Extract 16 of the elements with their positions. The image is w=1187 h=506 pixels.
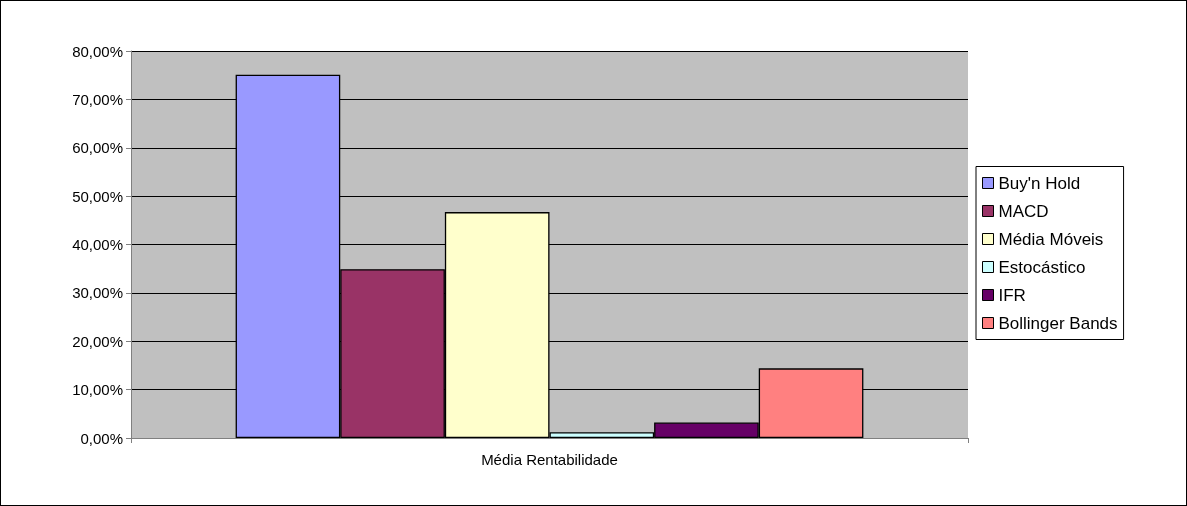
- y-tick-label: 50,00%: [72, 187, 123, 205]
- x-tick-label: Média Rentabilidade: [481, 451, 618, 468]
- legend-label: Média Móveis: [998, 229, 1104, 249]
- legend-label: IFR: [998, 285, 1026, 305]
- y-tick-label: 0,00%: [80, 429, 123, 447]
- y-tick-label: 70,00%: [72, 90, 123, 108]
- y-tick-label: 10,00%: [72, 381, 123, 399]
- y-tick-label: 30,00%: [72, 284, 123, 302]
- legend-label: MACD: [998, 201, 1049, 221]
- legend-label: Bollinger Bands: [998, 313, 1118, 333]
- legend-label: Buy'n Hold: [998, 173, 1081, 193]
- legend-label: Estocástico: [998, 257, 1086, 277]
- y-tick-label: 60,00%: [72, 139, 123, 157]
- y-tick-label: 80,00%: [72, 42, 123, 60]
- y-tick-label: 20,00%: [72, 332, 123, 350]
- y-tick-label: 40,00%: [72, 236, 123, 253]
